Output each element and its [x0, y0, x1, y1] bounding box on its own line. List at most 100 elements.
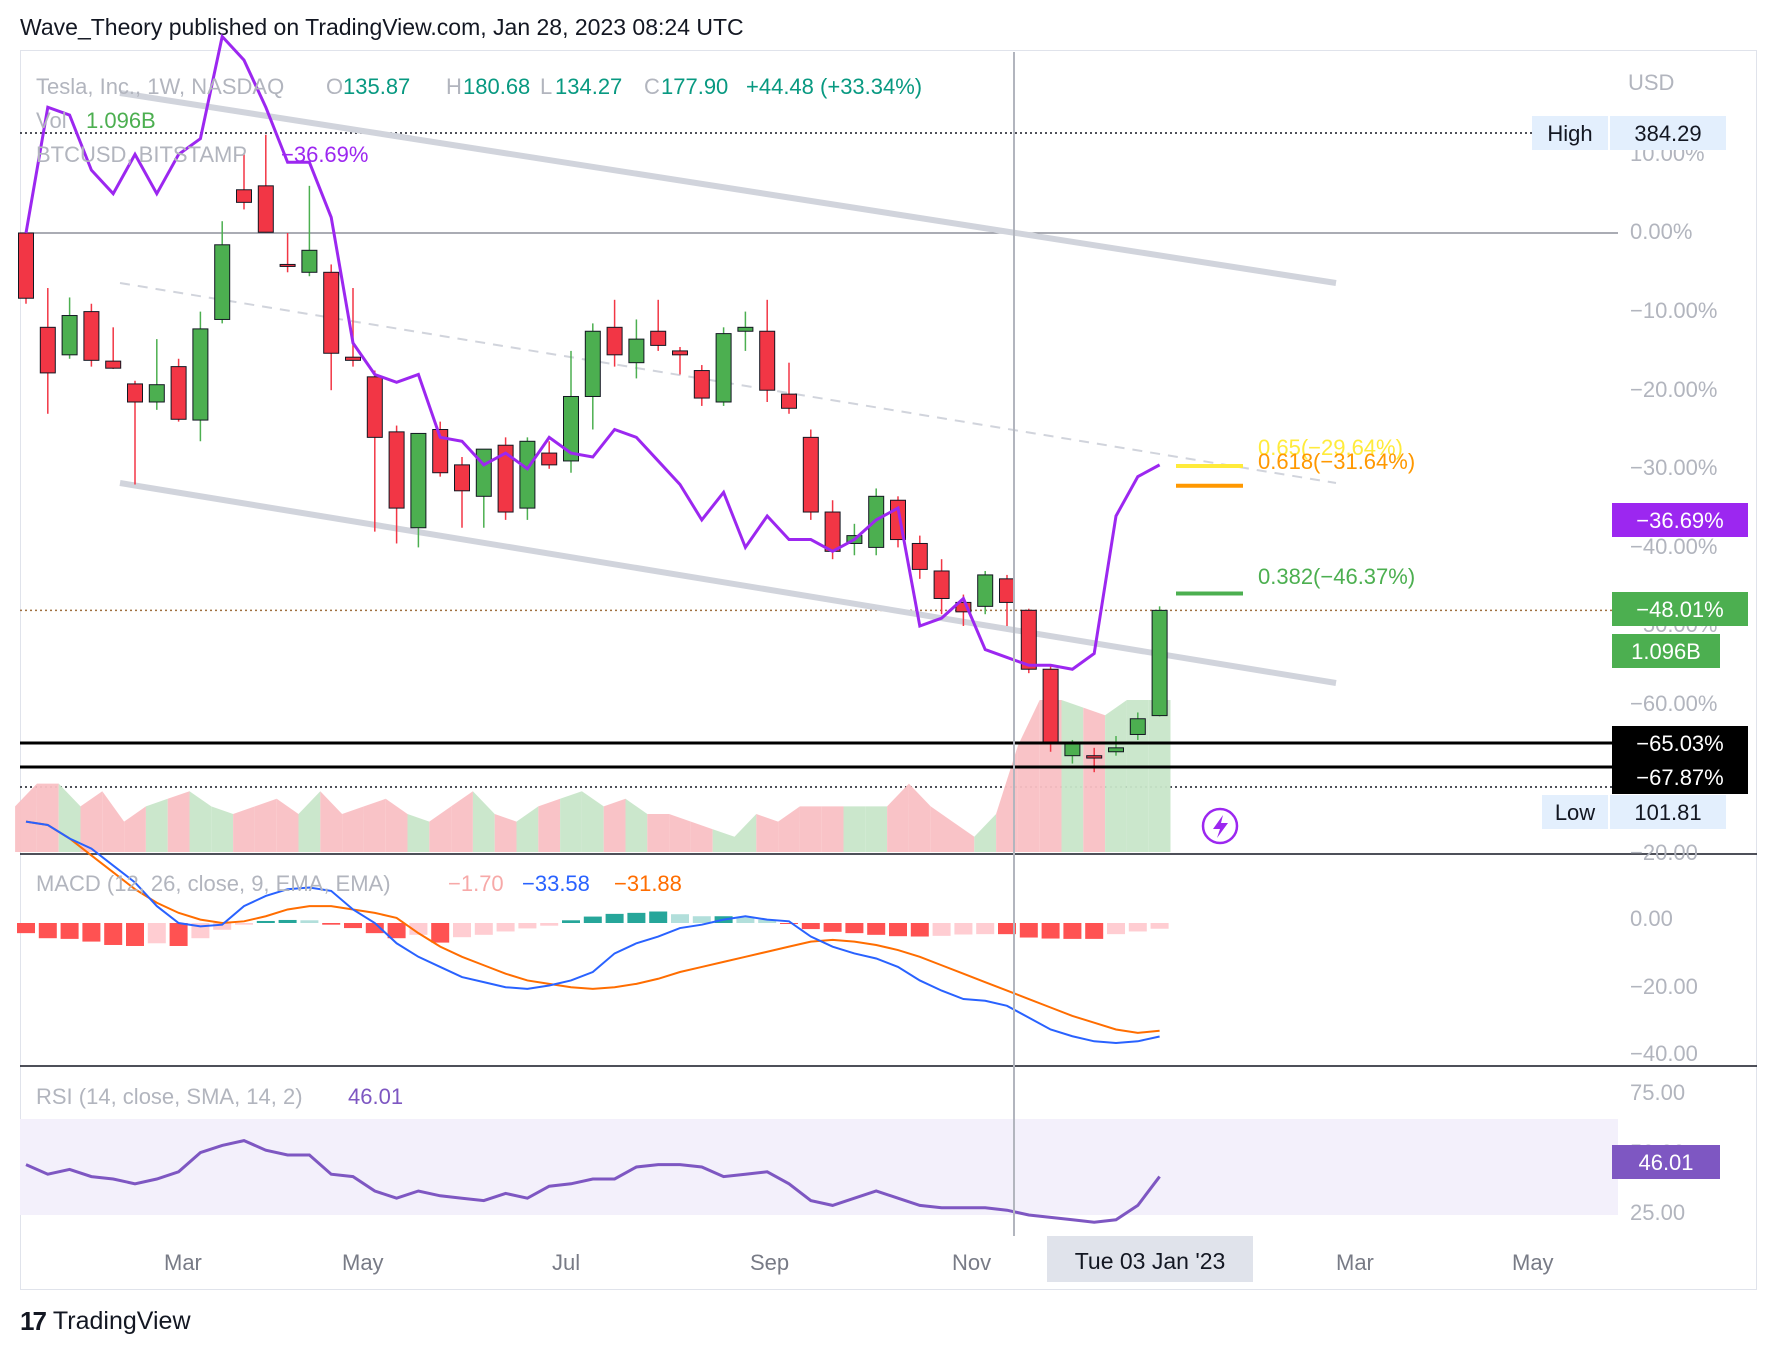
macd-hist-bar — [998, 923, 1016, 935]
candle-body — [301, 249, 318, 273]
volume-bar — [167, 791, 190, 852]
candle-body — [1129, 718, 1146, 735]
macd-hist-bar — [278, 919, 297, 923]
fib-0618-label: 0.618(−31.64%) — [1258, 449, 1415, 474]
volume-bar — [1148, 700, 1171, 852]
candle-body — [432, 429, 449, 474]
candle-body — [105, 360, 122, 369]
x-tick-label: Mar — [1336, 1250, 1374, 1275]
candle-body — [345, 356, 361, 361]
tradingview-brand[interactable]: 17 TradingView — [20, 1306, 191, 1337]
macd-hist-bar — [104, 923, 123, 945]
currency-label: USD — [1628, 70, 1674, 95]
candle-body — [759, 330, 776, 391]
x-tick-label: Mar — [164, 1250, 202, 1275]
macd-hist-bar — [256, 920, 275, 923]
macd-hist-bar — [496, 923, 515, 932]
volume-bar — [1061, 700, 1084, 852]
legend-h-label: H — [446, 74, 462, 99]
y-tick-label: −30.00% — [1630, 455, 1717, 480]
y-tick-label: −40.00% — [1630, 534, 1717, 559]
volume-bar — [734, 814, 757, 852]
low-label: Low — [1555, 800, 1595, 825]
tsla-badge-box — [1612, 592, 1748, 626]
macd-tick-label: −40.00 — [1630, 1041, 1698, 1066]
support2-badge-box — [1612, 760, 1748, 794]
rsi-band — [20, 1119, 1618, 1215]
candle-body — [999, 578, 1015, 603]
macd-hist-bar — [38, 923, 57, 939]
candle-body — [650, 330, 667, 346]
macd-hist-bar — [932, 923, 951, 936]
candle-body — [127, 383, 143, 403]
macd-hist-bar — [1150, 923, 1169, 929]
volume-bar — [385, 798, 408, 852]
lightning-icon[interactable] — [1201, 807, 1239, 845]
overlays — [20, 52, 1618, 1236]
macd-legend-signal: −31.88 — [614, 871, 682, 896]
volume-bar — [1017, 700, 1040, 852]
macd-hist-bar — [17, 923, 35, 934]
macd-hist-bar — [649, 911, 668, 923]
btc-badge: −36.69% — [1636, 508, 1723, 533]
macd-hist-bar — [126, 923, 144, 946]
tradingview-logo-icon: 17 — [20, 1306, 47, 1336]
candle-body — [1042, 668, 1059, 745]
brand-name: TradingView — [52, 1307, 191, 1335]
macd-hist-bar — [82, 923, 101, 942]
low-label-box — [1542, 795, 1608, 829]
candle-body — [192, 328, 209, 421]
candle-body — [454, 464, 470, 492]
candle-body — [672, 350, 688, 356]
macd-hist-bar — [474, 923, 493, 935]
volume-bar — [516, 806, 539, 852]
volume-bar — [581, 791, 604, 852]
legend-vol-label: Vol — [36, 108, 67, 133]
rsi-pane — [25, 1139, 1161, 1224]
candle-body — [257, 185, 274, 233]
volume-bar — [778, 806, 800, 852]
x-tick-label: May — [342, 1250, 384, 1275]
macd-hist-bar — [954, 923, 973, 935]
macd-hist-bar — [1128, 923, 1147, 932]
high-label-box — [1532, 116, 1608, 150]
macd-pane — [17, 820, 1169, 1044]
macd-hist-bar — [910, 923, 929, 937]
macd-hist-bar — [823, 923, 842, 932]
volume-bar — [887, 783, 909, 852]
legend-change: +44.48 (+33.34%) — [746, 74, 922, 99]
x-tick-label: Jul — [552, 1250, 580, 1275]
macd-hist-bar — [671, 914, 689, 923]
macd-hist-bar — [976, 923, 995, 935]
macd-hist-bar — [1085, 923, 1104, 939]
macd-hist-bar — [540, 923, 559, 926]
volume-bar — [494, 814, 517, 852]
volume-bar — [276, 798, 299, 852]
volume-bar — [124, 806, 146, 852]
legend-low: 134.27 — [555, 74, 622, 99]
macd-line — [25, 820, 1160, 1044]
volume-bar — [298, 791, 321, 852]
volume-bar — [363, 798, 386, 852]
chart-frame[interactable] — [20, 50, 1757, 1290]
macd-hist-bar — [60, 923, 79, 939]
volume-bar — [843, 806, 866, 852]
macd-hist-bar — [169, 923, 188, 946]
volume-bar — [930, 806, 953, 852]
legend-symbol: Tesla, Inc., 1W, NASDAQ — [36, 74, 284, 99]
crosshair-date-box — [1047, 1236, 1253, 1282]
legend-c-label: C — [644, 74, 660, 99]
volume-bar — [690, 821, 713, 852]
candle-body — [715, 333, 732, 403]
btc-badge-box — [1612, 503, 1748, 537]
candle-body — [1151, 609, 1168, 717]
candle-body — [606, 326, 623, 356]
volume-bar — [908, 783, 931, 852]
candle-body — [148, 384, 165, 403]
volume-bar — [233, 806, 255, 852]
rsi-badge: 46.01 — [1638, 1150, 1693, 1175]
macd-hist-bar — [801, 923, 820, 930]
volume-bar — [603, 798, 626, 852]
volume-bar — [712, 829, 735, 852]
